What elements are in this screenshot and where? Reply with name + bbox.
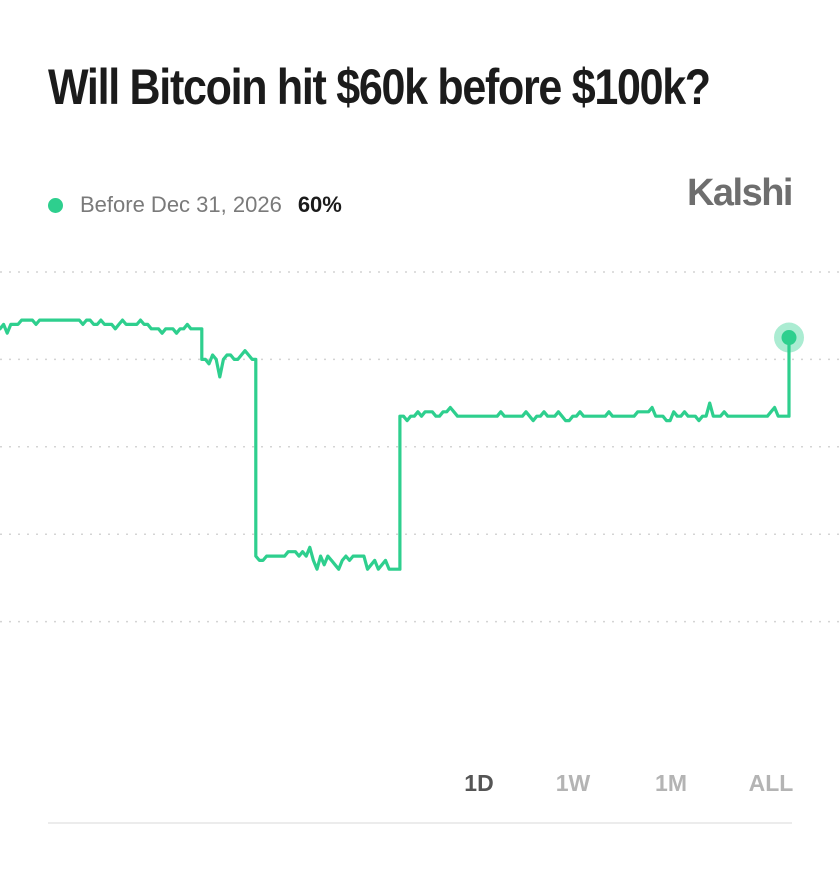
range-button-1m[interactable]: 1M (655, 770, 687, 796)
page-title: Will Bitcoin hit $60k before $100k? (48, 59, 711, 115)
price-chart (0, 271, 840, 623)
series-line-0 (0, 318, 791, 571)
legend-value: 60% (297, 192, 342, 217)
legend: Before Dec 31, 2026 60% (48, 192, 342, 218)
range-button-1w[interactable]: 1W (555, 770, 591, 796)
divider (48, 822, 792, 824)
time-range-selector: 1D 1W 1M ALL (0, 770, 840, 802)
range-button-all[interactable]: ALL (748, 770, 794, 796)
legend-label: Before Dec 31, 2026 (80, 192, 282, 217)
range-button-1d[interactable]: 1D (464, 770, 494, 796)
legend-dot-icon (48, 197, 63, 213)
last-point-marker[interactable] (781, 330, 797, 346)
kalshi-logo: Kalshi (686, 172, 794, 214)
